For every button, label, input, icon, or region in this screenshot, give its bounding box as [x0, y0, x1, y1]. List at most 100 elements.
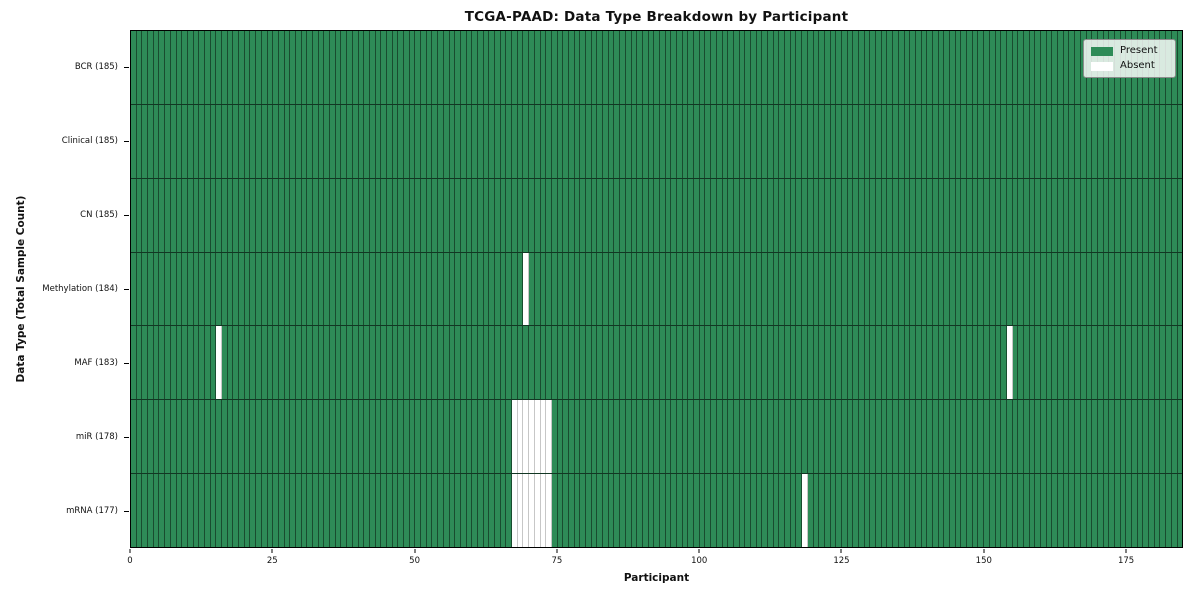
cell-present: [495, 252, 501, 326]
cell-present: [745, 104, 751, 178]
cell-present: [762, 178, 768, 252]
cell-present: [489, 252, 495, 326]
cell-present: [352, 474, 359, 548]
cell-present: [967, 178, 973, 252]
legend-swatch-absent: [1091, 61, 1113, 71]
cell-present: [603, 252, 609, 326]
cell-present: [426, 31, 433, 104]
cell-present: [330, 178, 336, 252]
cell-present: [1075, 326, 1081, 400]
cell-present: [1149, 252, 1155, 326]
cell-present: [210, 252, 217, 326]
cell-present: [517, 178, 524, 252]
cell-present: [443, 31, 450, 104]
cell-present: [1041, 104, 1047, 178]
cell-present: [1097, 474, 1104, 548]
cell-present: [369, 474, 376, 548]
cell-present: [1052, 400, 1059, 474]
cell-present: [142, 326, 149, 400]
cell-present: [756, 474, 763, 548]
cell-present: [381, 104, 387, 178]
cell-present: [944, 178, 950, 252]
cell-present: [341, 31, 348, 104]
cell-present: [295, 178, 302, 252]
cell-present: [1114, 252, 1121, 326]
cell-present: [876, 326, 882, 400]
cell-present: [1058, 474, 1064, 548]
cell-present: [756, 252, 763, 326]
cell-present: [1097, 400, 1104, 474]
cell-present: [273, 400, 279, 474]
cell-present: [472, 326, 478, 400]
cell-present: [824, 400, 831, 474]
cell-present: [739, 104, 746, 178]
cell-present: [1109, 178, 1115, 252]
cell-present: [1103, 326, 1110, 400]
cell-present: [1029, 104, 1036, 178]
cell-present: [779, 326, 786, 400]
cell-present: [722, 178, 729, 252]
cell-present: [278, 104, 285, 178]
cell-present: [1103, 474, 1110, 548]
cell-present: [278, 400, 285, 474]
cell-present: [591, 178, 598, 252]
cell-present: [142, 31, 149, 104]
cell-present: [392, 474, 399, 548]
cell-present: [222, 178, 228, 252]
cell-present: [477, 474, 484, 548]
cell-present: [284, 31, 291, 104]
cell-present: [677, 31, 683, 104]
cell-present: [978, 474, 985, 548]
cell-present: [563, 474, 569, 548]
cell-present: [483, 326, 490, 400]
cell-present: [267, 252, 274, 326]
cell-present: [472, 474, 478, 548]
cell-present: [716, 31, 723, 104]
cell-present: [1092, 104, 1098, 178]
cell-present: [654, 252, 660, 326]
cell-present: [404, 104, 410, 178]
cell-present: [677, 252, 683, 326]
cell-present: [153, 178, 160, 252]
cell-present: [409, 104, 416, 178]
cell-present: [887, 474, 894, 548]
cell-present: [847, 31, 854, 104]
cell-present: [375, 31, 382, 104]
cell-present: [568, 474, 575, 548]
cell-present: [836, 474, 842, 548]
cell-present: [495, 474, 501, 548]
cell-present: [716, 474, 723, 548]
cell-present: [785, 400, 791, 474]
cell-present: [967, 400, 973, 474]
cell-present: [620, 252, 626, 326]
cell-present: [335, 474, 342, 548]
cell-present: [813, 252, 820, 326]
cell-absent: [534, 400, 541, 474]
cell-present: [978, 400, 985, 474]
cell-present: [642, 252, 649, 326]
cell-present: [239, 400, 245, 474]
cell-present: [1080, 400, 1087, 474]
cell-present: [864, 252, 871, 326]
cell-present: [876, 252, 882, 326]
cell-present: [603, 474, 609, 548]
cell-present: [1114, 326, 1121, 400]
cell-present: [1086, 400, 1093, 474]
cell-present: [250, 252, 257, 326]
cell-present: [893, 252, 899, 326]
cell-present: [750, 31, 757, 104]
cell-present: [802, 31, 808, 104]
cell-present: [489, 31, 495, 104]
cell-present: [267, 326, 274, 400]
cell-present: [984, 178, 990, 252]
cell-present: [807, 474, 814, 548]
cell-present: [972, 400, 979, 474]
cell-present: [148, 326, 154, 400]
cell-present: [921, 474, 928, 548]
cell-present: [1143, 104, 1150, 178]
cell-present: [887, 104, 894, 178]
cell-present: [335, 400, 342, 474]
cell-present: [779, 400, 786, 474]
cell-present: [438, 326, 444, 400]
cell-present: [512, 31, 518, 104]
